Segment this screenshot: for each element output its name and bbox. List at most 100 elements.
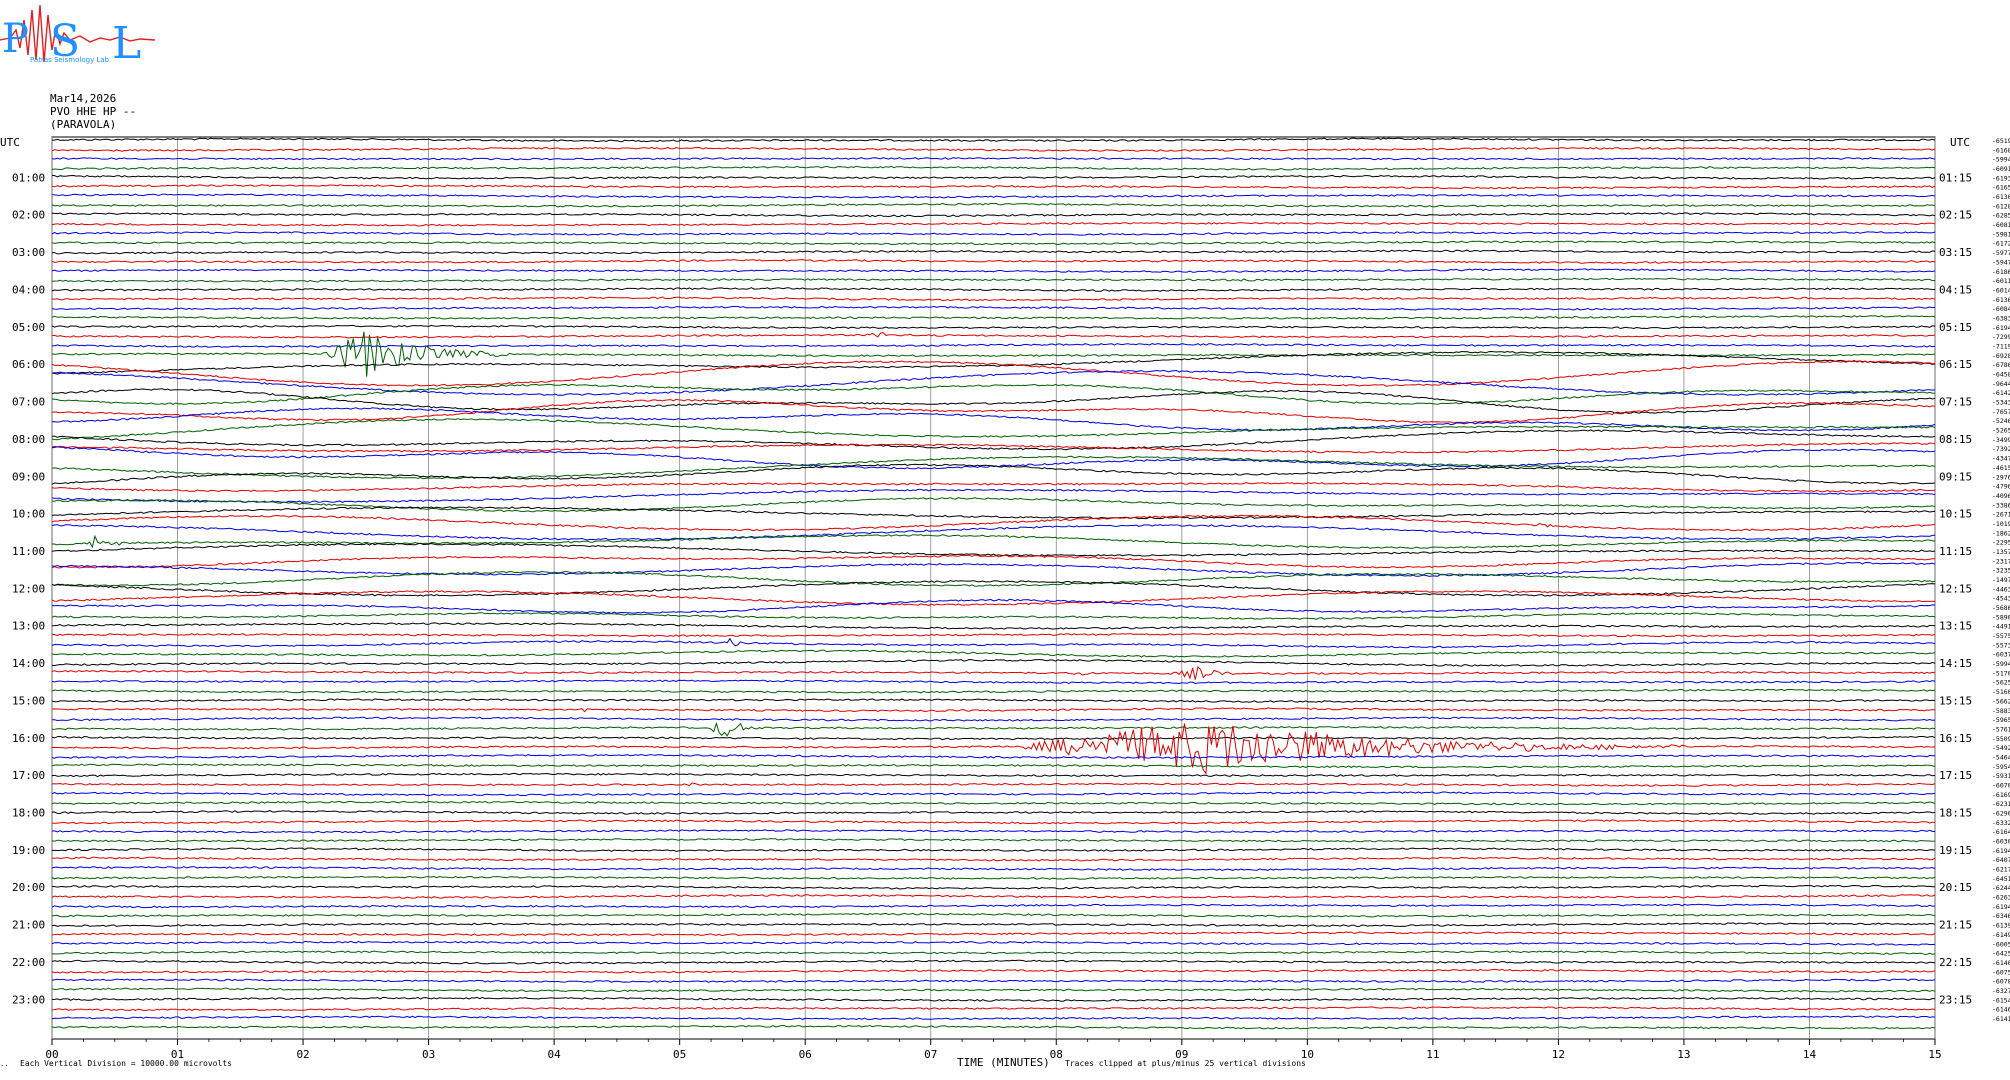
trace-offset-label: -5890: [1992, 613, 2010, 621]
station-location: (PARAVOLA): [50, 118, 117, 131]
trace-35: [51, 455, 1936, 480]
x-tick-label-04: 04: [548, 1048, 562, 1061]
trace-offset-label: -6091: [1992, 165, 2010, 173]
trace-17: [51, 296, 1936, 302]
trace-19: [51, 315, 1936, 320]
trace-offset-label: -5575: [1992, 632, 2010, 640]
logo-seismogram-line: [0, 4, 156, 63]
trace-24: [51, 350, 1936, 375]
trace-11: [51, 240, 1936, 246]
x-tick-label-12: 12: [1552, 1048, 1565, 1061]
trace-offset-label: -6070: [1992, 781, 2010, 789]
hour-label-left: 15:00: [12, 694, 45, 707]
x-tick-label-02: 02: [296, 1048, 309, 1061]
trace-offset-label: -6194: [1992, 847, 2010, 855]
x-tick-label-01: 01: [171, 1048, 184, 1061]
trace-16: [51, 287, 1935, 292]
x-axis-title: TIME (MINUTES): [957, 1056, 1050, 1069]
x-tick-label-14: 14: [1803, 1048, 1817, 1061]
trace-80: [51, 884, 1935, 890]
trace-70: [51, 791, 1936, 797]
trace-offset-label: -6928: [1992, 352, 2010, 360]
logo-letter-l: L: [112, 18, 141, 69]
trace-85: [51, 931, 1936, 937]
trace-62: [51, 716, 1936, 722]
trace-offset-label: -4615: [1992, 464, 2010, 472]
trace-offset-label: -5947: [1992, 258, 2010, 266]
trace-79: [51, 875, 1936, 880]
trace-offset-label: -6327: [1992, 987, 2010, 995]
hour-label-left: 18:00: [12, 807, 45, 820]
trace-offset-label: -5981: [1992, 230, 2010, 238]
trace-29: [51, 398, 1936, 424]
trace-offset-label: -3499: [1992, 436, 2010, 444]
trace-offset-label: -5994: [1992, 660, 2010, 668]
trace-8: [51, 212, 1936, 218]
trace-offset-label: -6172: [1992, 240, 2010, 248]
trace-38: [51, 488, 1936, 504]
hour-label-right: 09:15: [1939, 470, 1972, 483]
trace-60: [51, 698, 1936, 703]
trace-33: [51, 442, 1936, 454]
trace-offset-label: -9644: [1992, 380, 2010, 388]
hour-label-left: 07:00: [12, 396, 45, 409]
trace-86: [51, 940, 1936, 946]
trace-offset-label: -6194: [1992, 324, 2010, 332]
trace-offset-label: -6164: [1992, 828, 2010, 836]
trace-offset-label: -5492: [1992, 744, 2010, 752]
trace-offset-label: -2317: [1992, 557, 2010, 565]
trace-offset-label: -6011: [1992, 277, 2010, 285]
trace-49: [51, 590, 1935, 606]
trace-2: [51, 157, 1936, 161]
hour-label-left: 01:00: [12, 171, 45, 184]
trace-37: [51, 482, 1936, 493]
hour-label-right: 12:15: [1939, 582, 1972, 595]
trace-57: [51, 665, 1936, 680]
trace-offset-label: -5265: [1992, 427, 2010, 435]
trace-95: [51, 1024, 1936, 1030]
trace-offset-label: -6519: [1992, 137, 2010, 145]
trace-18: [51, 305, 1936, 311]
trace-offset-label: -6005: [1992, 940, 2010, 948]
trace-offset-label: -6263: [1992, 894, 2010, 902]
trace-72: [51, 810, 1936, 815]
trace-14: [51, 268, 1936, 273]
hour-label-left: 17:00: [12, 769, 45, 782]
trace-offset-label: -1497: [1992, 576, 2010, 584]
trace-36: [51, 463, 1936, 485]
trace-offset-label: -6217: [1992, 866, 2010, 874]
trace-23: [51, 331, 1936, 377]
trace-offset-label: -4796: [1992, 483, 2010, 491]
trace-offset-label: -6130: [1992, 193, 2010, 201]
trace-offset-label: -6078: [1992, 978, 2010, 986]
trace-76: [52, 847, 1936, 852]
trace-offset-label: -6285: [1992, 212, 2010, 220]
trace-26: [51, 369, 1936, 396]
trace-offset-label: -5160: [1992, 688, 2010, 696]
hour-label-left: 23:00: [12, 993, 45, 1006]
hour-label-left: 20:00: [12, 881, 45, 894]
trace-offset-label: -5954: [1992, 763, 2010, 771]
trace-offset-label: -5246: [1992, 417, 2010, 425]
trace-69: [51, 782, 1936, 787]
trace-22: [51, 343, 1936, 348]
trace-offset-label: -5662: [1992, 697, 2010, 705]
trace-offset-label: -4347: [1992, 455, 2010, 463]
trace-offset-label: -4096: [1992, 492, 2010, 500]
trace-7: [51, 202, 1936, 208]
hour-label-right: 05:15: [1939, 321, 1972, 334]
trace-offset-label: -7392: [1992, 445, 2010, 453]
trace-offset-label: -6451: [1992, 875, 2010, 883]
x-tick-label-15: 15: [1928, 1048, 1941, 1061]
trace-offset-label: -5686: [1992, 604, 2010, 612]
trace-75: [51, 838, 1936, 843]
trace-73: [51, 819, 1936, 825]
trace-offset-label: -4543: [1992, 595, 2010, 603]
trace-34: [51, 446, 1936, 470]
hour-label-left: 03:00: [12, 246, 45, 259]
trace-53: [51, 632, 1936, 638]
trace-offset-label: -5931: [1992, 772, 2010, 780]
trace-offset-label: -6084: [1992, 305, 2010, 313]
trace-offset-label: -6244: [1992, 884, 2010, 892]
